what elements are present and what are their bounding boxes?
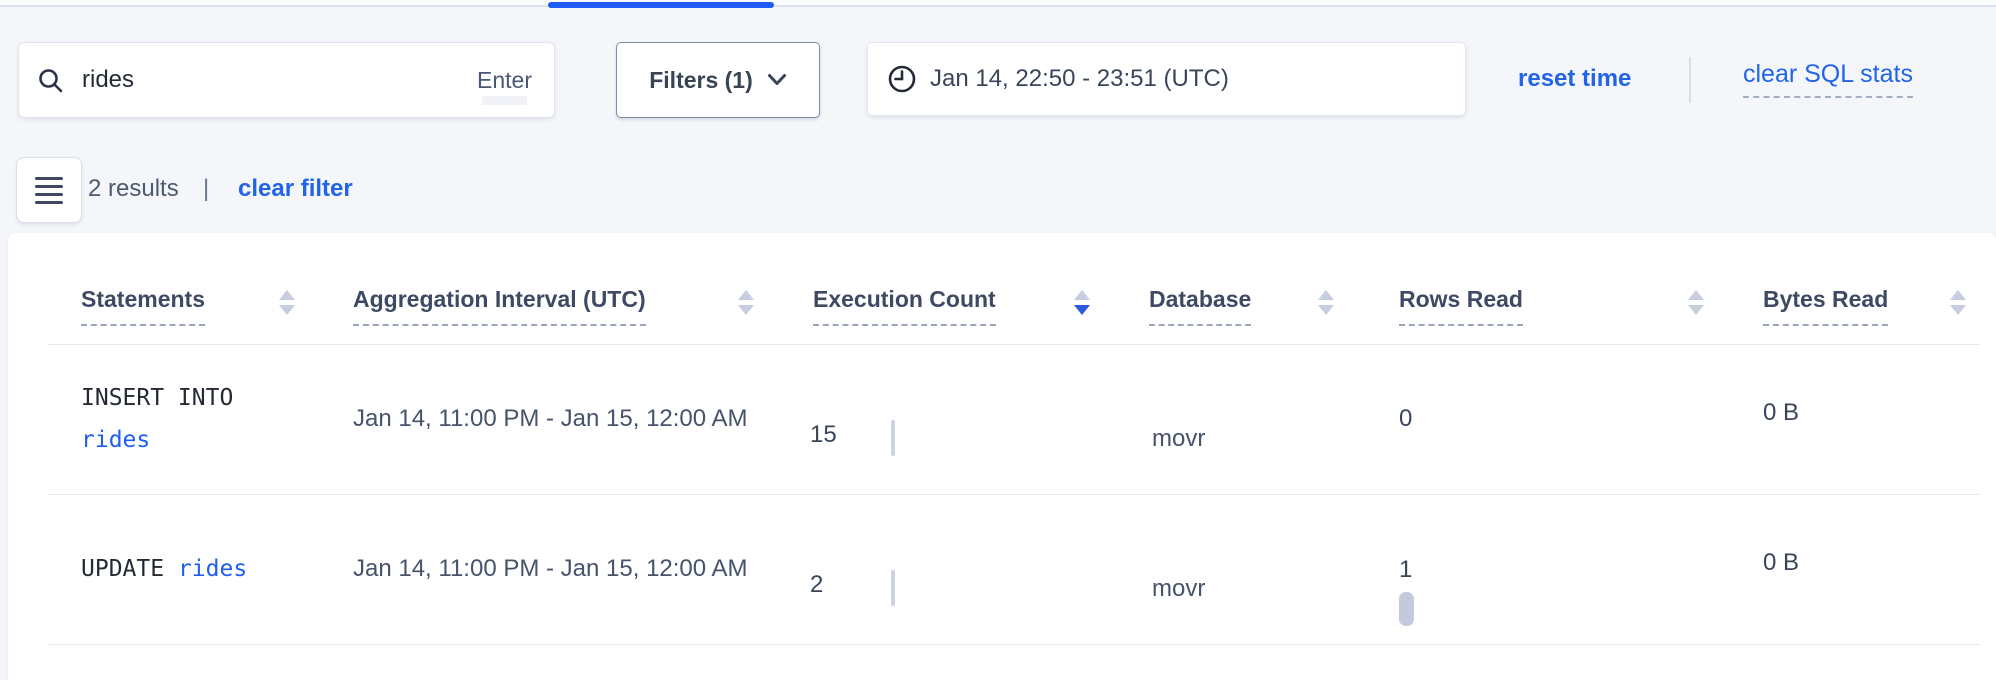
clock-icon [888,65,916,93]
statement-table-link[interactable]: rides [81,427,151,453]
execution-count-bar [891,570,895,606]
rows-read-value: 0 [1399,405,1413,432]
search-input[interactable] [80,65,458,95]
filters-button-label: Filters (1) [649,66,753,93]
results-count: 2 results [88,175,179,202]
bytes-read-cell: 0 B [1763,344,1799,494]
statement-table-link[interactable]: rides [177,556,248,582]
statement-cell: UPDATE rides [81,494,291,644]
database-cell: movr [1152,575,1206,602]
clear-sql-stats-link[interactable]: clear SQL stats [1743,42,1913,116]
search-box[interactable]: Enter [18,42,555,118]
table-row: UPDATE rides Jan 14, 11:00 PM - Jan 15, … [0,494,1996,644]
execution-count-value: 2 [810,571,824,598]
statements-table-card [8,233,1996,680]
rows-read-value: 1 [1399,556,1413,583]
filters-button[interactable]: Filters (1) [616,42,820,118]
aggregation-interval-cell: Jan 14, 11:00 PM - Jan 15, 12:00 AM [353,555,748,582]
row-divider [48,644,1980,645]
column-selector-button[interactable] [16,157,82,223]
sort-control-aggregation-interval[interactable] [738,290,754,315]
column-header-execution-count[interactable]: Execution Count [813,286,996,326]
table-row: INSERT INTO rides Jan 14, 11:00 PM - Jan… [0,344,1996,494]
results-separator: | [203,175,210,202]
search-icon [39,68,63,92]
active-tab-indicator [548,2,774,8]
rows-read-bar [1399,592,1414,626]
list-menu-icon [35,176,63,204]
execution-count-cell: 2 [810,494,823,644]
column-header-database[interactable]: Database [1149,286,1252,326]
bytes-read-value: 0 B [1763,399,1800,426]
execution-count-cell: 15 [810,344,837,494]
sort-control-statements[interactable] [279,290,295,315]
tab-strip [0,0,1996,7]
sort-control-database[interactable] [1318,290,1334,315]
rows-read-cell: 0 [1399,344,1412,494]
toolbar-divider [1689,57,1691,103]
column-header-rows-read[interactable]: Rows Read [1399,286,1523,326]
sort-control-bytes-read[interactable] [1950,290,1966,315]
statement-keyword: UPDATE [81,556,165,582]
execution-count-value: 15 [810,421,837,448]
bytes-read-cell: 0 B [1763,494,1799,644]
sort-control-execution-count[interactable] [1074,290,1090,315]
rows-read-cell: 1 [1399,516,1414,666]
sort-control-rows-read[interactable] [1688,290,1704,315]
bytes-read-value: 0 B [1763,549,1800,576]
header-divider [48,344,1980,345]
row-divider [48,494,1980,495]
enter-key-hint: Enter [473,67,536,94]
time-range-label: Jan 14, 22:50 - 23:51 (UTC) [930,65,1229,92]
column-header-bytes-read[interactable]: Bytes Read [1763,286,1889,326]
clear-filter-link[interactable]: clear filter [238,175,353,202]
time-range-picker[interactable]: Jan 14, 22:50 - 23:51 (UTC) [867,42,1466,116]
aggregation-interval-cell: Jan 14, 11:00 PM - Jan 15, 12:00 AM [353,405,748,432]
chevron-down-icon [767,74,786,85]
column-header-statements[interactable]: Statements [81,286,205,326]
column-header-aggregation-interval[interactable]: Aggregation Interval (UTC) [353,286,646,326]
statement-cell: INSERT INTO rides [81,344,291,494]
database-cell: movr [1152,425,1206,452]
execution-count-bar [891,420,895,456]
statement-keyword: INSERT INTO [81,385,234,411]
reset-time-link[interactable]: reset time [1518,65,1632,92]
